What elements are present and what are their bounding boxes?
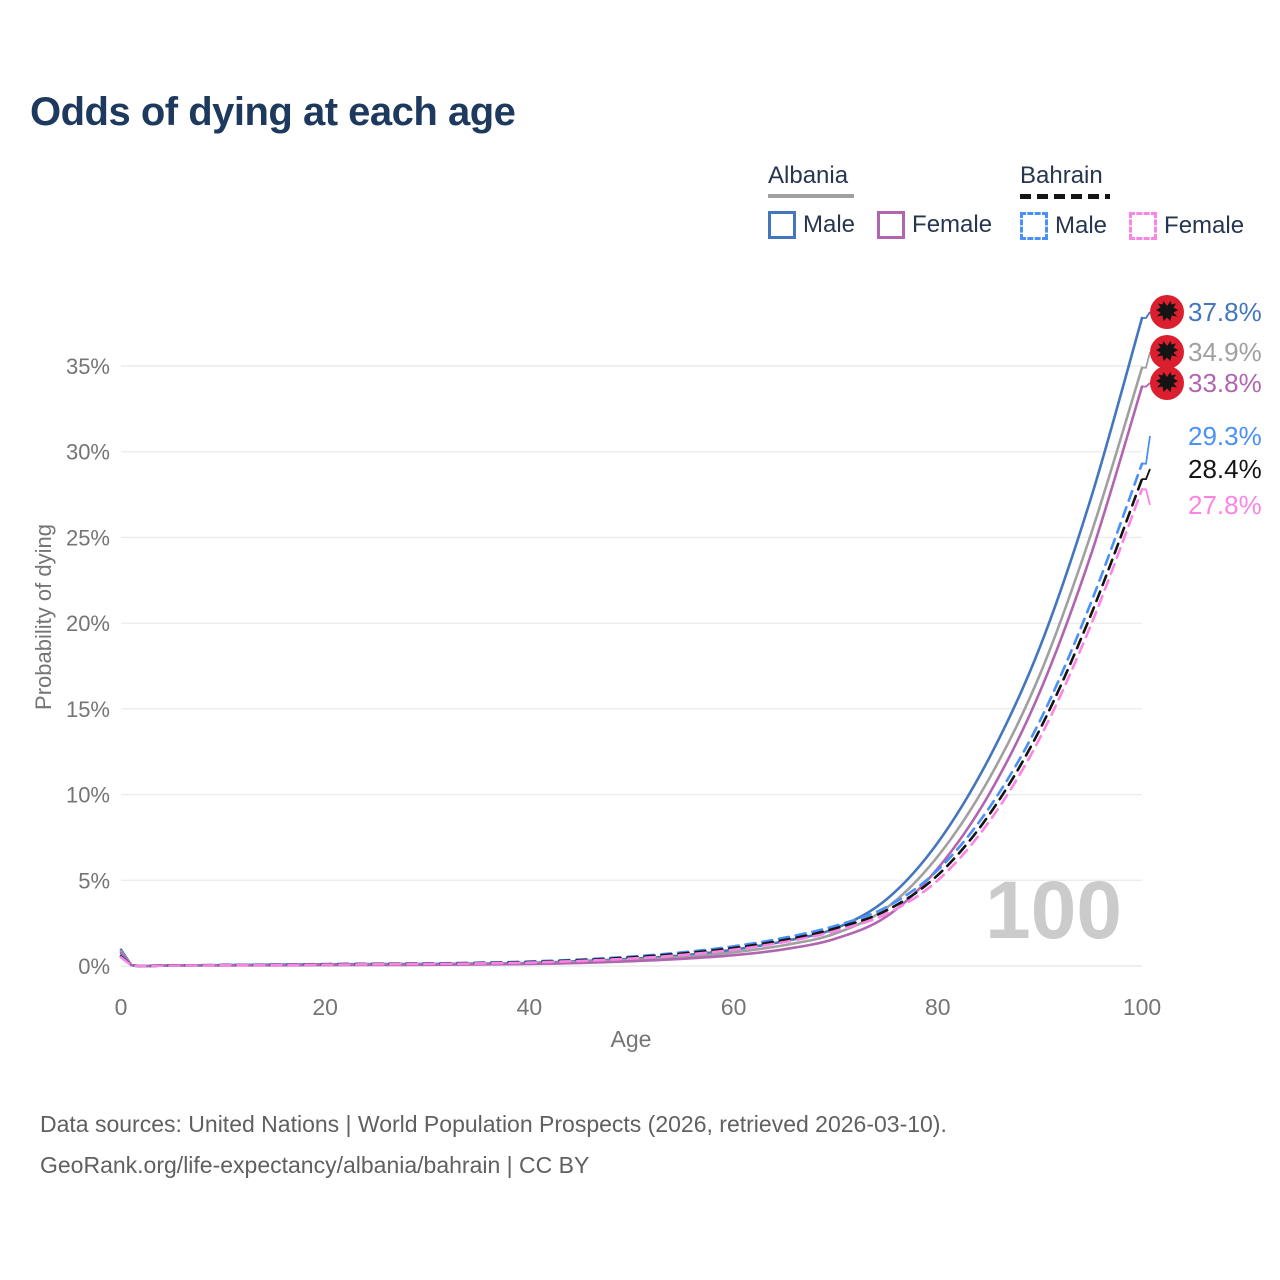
label-connector-bahrain-female bbox=[1142, 488, 1151, 506]
x-tick-label-60: 60 bbox=[721, 994, 747, 1020]
x-tick-label-100: 100 bbox=[1123, 994, 1161, 1020]
legend-group-albania: Albania Male Female bbox=[768, 162, 992, 239]
end-value-label-albania-male: 37.8% bbox=[1188, 297, 1262, 327]
page-title: Odds of dying at each age bbox=[30, 90, 516, 134]
x-tick-label-20: 20 bbox=[312, 994, 338, 1020]
legend-label-albania-male: Male bbox=[803, 211, 856, 238]
bahrain-flag-icon bbox=[1150, 452, 1185, 486]
bahrain-flag-icon bbox=[1150, 419, 1185, 453]
series-line-bahrain-male bbox=[119, 462, 1144, 968]
y-tick-label-10: 10% bbox=[66, 783, 110, 808]
legend-item-bahrain-male[interactable]: Male bbox=[1020, 212, 1107, 240]
legend-label-bahrain-female: Female bbox=[1164, 212, 1245, 239]
bahrain-flag-icon bbox=[1150, 488, 1185, 522]
source-url-line: GeoRank.org/life-expectancy/albania/bahr… bbox=[40, 1152, 590, 1178]
end-value-label-albania-both-sexes: 34.9% bbox=[1188, 337, 1262, 367]
legend-item-bahrain-female[interactable]: Female bbox=[1129, 212, 1244, 240]
bahrain-dashed-line-sample bbox=[1020, 194, 1110, 199]
series-line-bahrain-both-sexes bbox=[119, 477, 1144, 968]
label-connector-albania-male bbox=[1142, 311, 1151, 319]
series-line-albania-female bbox=[119, 385, 1144, 968]
end-value-label-bahrain-both-sexes: 28.4% bbox=[1188, 454, 1262, 484]
end-value-label-bahrain-male: 29.3% bbox=[1188, 421, 1262, 451]
series-line-albania-male bbox=[119, 316, 1144, 968]
albania-male-swatch bbox=[768, 211, 796, 239]
albania-flag-icon bbox=[1150, 366, 1184, 400]
label-connector-bahrain-both-sexes bbox=[1142, 468, 1151, 480]
legend-group-title-bahrain: Bahrain bbox=[1020, 162, 1103, 189]
end-value-label-bahrain-female: 27.8% bbox=[1188, 490, 1262, 520]
y-tick-label-30: 30% bbox=[66, 440, 110, 465]
x-axis-title: Age bbox=[610, 1026, 652, 1052]
label-connector-albania-both-sexes bbox=[1142, 351, 1151, 369]
albania-female-swatch bbox=[877, 211, 906, 239]
series-line-albania-both-sexes bbox=[119, 366, 1144, 968]
legend-label-albania-female: Female bbox=[912, 211, 993, 238]
series-line-bahrain-female bbox=[119, 488, 1144, 968]
legend-item-albania-female[interactable]: Female bbox=[877, 211, 992, 239]
bahrain-male-swatch bbox=[1020, 212, 1048, 240]
y-tick-label-0: 0% bbox=[78, 954, 110, 979]
y-tick-label-25: 25% bbox=[66, 525, 110, 550]
y-tick-label-35: 35% bbox=[66, 354, 110, 379]
albania-solid-line-sample bbox=[768, 194, 854, 198]
legend-group-title-albania: Albania bbox=[768, 162, 849, 189]
legend-item-albania-male[interactable]: Male bbox=[768, 211, 855, 239]
legend-label-bahrain-male: Male bbox=[1055, 212, 1108, 239]
label-connector-bahrain-male bbox=[1142, 435, 1151, 465]
y-axis-title: Probability of dying bbox=[31, 524, 56, 710]
albania-flag-icon bbox=[1150, 295, 1184, 329]
y-tick-label-20: 20% bbox=[66, 611, 110, 636]
x-tick-label-80: 80 bbox=[925, 994, 951, 1020]
y-tick-label-5: 5% bbox=[78, 868, 110, 893]
x-tick-label-0: 0 bbox=[115, 994, 128, 1020]
end-value-label-albania-female: 33.8% bbox=[1188, 368, 1262, 398]
albania-flag-icon bbox=[1150, 335, 1184, 369]
legend-group-bahrain: Bahrain Male Female bbox=[1020, 162, 1244, 240]
label-connector-albania-female bbox=[1142, 382, 1151, 388]
footer-attribution: Data sources: United Nations | World Pop… bbox=[40, 1104, 947, 1186]
age-counter-watermark: 100 bbox=[985, 865, 1122, 956]
x-tick-label-40: 40 bbox=[517, 994, 543, 1020]
bahrain-female-swatch bbox=[1129, 212, 1158, 240]
y-tick-label-15: 15% bbox=[66, 697, 110, 722]
data-sources-line: Data sources: United Nations | World Pop… bbox=[40, 1111, 947, 1137]
